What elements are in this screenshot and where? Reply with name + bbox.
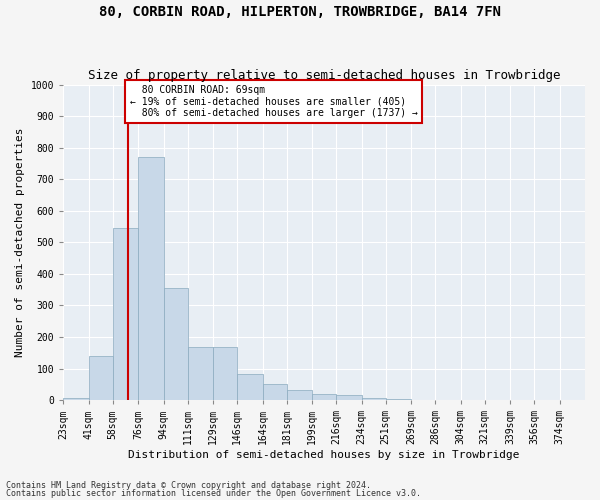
Bar xyxy=(188,346,213,400)
Title: Size of property relative to semi-detached houses in Trowbridge: Size of property relative to semi-detach… xyxy=(88,69,560,82)
X-axis label: Distribution of semi-detached houses by size in Trowbridge: Distribution of semi-detached houses by … xyxy=(128,450,520,460)
Bar xyxy=(63,398,89,400)
Text: Contains HM Land Registry data © Crown copyright and database right 2024.: Contains HM Land Registry data © Crown c… xyxy=(6,480,371,490)
Bar xyxy=(287,390,312,400)
Bar xyxy=(213,346,237,400)
Bar xyxy=(336,396,362,400)
Bar xyxy=(138,157,164,400)
Bar xyxy=(237,374,263,400)
Bar xyxy=(386,399,411,400)
Y-axis label: Number of semi-detached properties: Number of semi-detached properties xyxy=(15,128,25,357)
Bar xyxy=(263,384,287,400)
Bar xyxy=(362,398,386,400)
Bar xyxy=(164,288,188,400)
Bar xyxy=(113,228,138,400)
Text: 80 CORBIN ROAD: 69sqm
← 19% of semi-detached houses are smaller (405)
  80% of s: 80 CORBIN ROAD: 69sqm ← 19% of semi-deta… xyxy=(130,84,418,118)
Text: Contains public sector information licensed under the Open Government Licence v3: Contains public sector information licen… xyxy=(6,489,421,498)
Bar xyxy=(312,394,336,400)
Text: 80, CORBIN ROAD, HILPERTON, TROWBRIDGE, BA14 7FN: 80, CORBIN ROAD, HILPERTON, TROWBRIDGE, … xyxy=(99,5,501,19)
Bar xyxy=(89,356,113,400)
